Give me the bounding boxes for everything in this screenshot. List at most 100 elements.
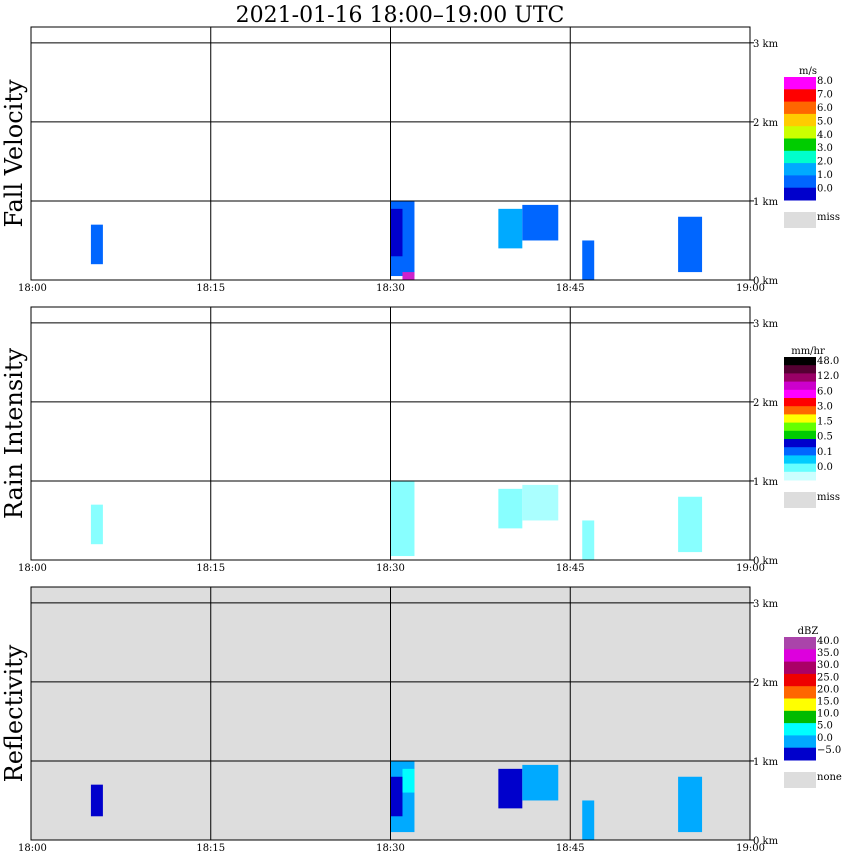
colorbar-swatch [784,365,816,374]
colorbar-label: 48.0 [817,356,839,367]
colorbar-unit: dBZ [798,626,819,637]
colorbar-swatch [784,398,816,407]
echo-cell [498,768,523,809]
colorbar-unit: m/s [799,66,817,77]
echo-cell [498,488,523,529]
colorbar-swatch [784,698,816,712]
time-tick-label: 18:45 [556,283,585,294]
alt-tick-label: 2 km [753,678,779,689]
alt-tick-label: 0 km [753,276,779,287]
time-tick-label: 18:00 [18,843,47,854]
colorbar-swatch [784,447,816,456]
colorbar-label: 0.5 [817,432,833,443]
echo-cell [522,484,559,521]
time-tick-label: 18:45 [556,563,585,574]
colorbar-label: 20.0 [817,684,839,695]
colorbar-label: 35.0 [817,648,839,659]
colorbar-swatch [784,406,816,415]
panel-ylabel: Fall Velocity [0,79,28,228]
colorbar-swatch [784,150,816,164]
time-tick-label: 18:00 [18,283,47,294]
echo-cell [678,216,703,273]
colorbar-swatch [784,673,816,687]
colorbar-missing-swatch [784,212,816,228]
colorbar-swatch [784,455,816,465]
alt-tick-label: 3 km [753,39,779,50]
echo-cell [90,504,103,545]
figure-title: 2021-01-16 18:00–19:00 UTC [236,3,565,28]
colorbar-swatch [784,163,816,176]
alt-tick-label: 0 km [753,836,779,847]
colorbar-swatch [784,422,816,432]
colorbar-swatch [784,710,816,724]
time-tick-label: 18:15 [196,283,225,294]
alt-tick-label: 2 km [753,398,779,409]
colorbar-label: 5.0 [817,116,833,127]
colorbar-label: −5.0 [817,745,841,756]
colorbar-label: 5.0 [817,721,833,732]
time-tick-label: 18:30 [376,283,405,294]
panel-ylabel: Reflectivity [0,644,28,782]
colorbar-label: 6.0 [817,386,833,397]
colorbar-label: 2.0 [817,157,833,168]
echo-cell [390,208,403,257]
colorbar-swatch [784,381,816,391]
time-tick-label: 19:00 [736,563,765,574]
time-tick-label: 19:00 [736,843,765,854]
colorbar-swatch [784,723,816,736]
plot-frame [30,306,751,561]
echo-cell [402,272,415,280]
colorbar-label: 10.0 [817,709,839,720]
alt-tick-label: 3 km [753,319,779,330]
colorbar-label: 3.0 [817,143,833,154]
echo-cell [90,784,103,817]
alt-tick-label: 1 km [753,757,779,768]
colorbar-swatch [784,101,816,115]
time-tick-label: 18:30 [376,843,405,854]
colorbar-label: 30.0 [817,660,839,671]
colorbar-label: 4.0 [817,130,833,141]
alt-tick-label: 1 km [753,197,779,208]
alt-tick-label: 0 km [753,556,779,567]
colorbar-label: 7.0 [817,89,833,100]
colorbar-swatch [784,471,816,481]
alt-tick-label: 1 km [753,477,779,488]
colorbar-unit: mm/hr [791,346,825,357]
colorbar-swatch [784,138,816,152]
plot-frame [30,26,751,281]
time-tick-label: 19:00 [736,283,765,294]
colorbar-label: 0.0 [817,462,833,473]
alt-tick-label: 2 km [753,118,779,129]
colorbar-label: 8.0 [817,76,833,87]
colorbar-swatch [784,357,816,366]
echo-cell [390,480,415,557]
colorbar-swatch [784,389,816,399]
plot-frame [30,586,751,841]
colorbar-swatch [784,373,816,383]
panel-ylabel: Rain Intensity [0,348,28,520]
colorbar-swatch [784,735,816,749]
echo-cell [498,208,523,249]
colorbar-swatch [784,463,816,473]
colorbar-missing-swatch [784,772,816,788]
colorbar-swatch [784,175,816,189]
colorbar-label: 0.1 [817,447,833,458]
colorbar-missing-label: miss [817,212,840,223]
colorbar-label: 1.0 [817,170,833,181]
colorbar-missing-label: miss [817,492,840,503]
echo-cell [678,776,703,833]
colorbar-missing-label: none [817,772,842,783]
colorbar-label: 6.0 [817,103,833,114]
colorbar-label: 0.0 [817,184,833,195]
colorbar-label: 15.0 [817,697,839,708]
echo-cell [582,520,595,560]
time-tick-label: 18:15 [196,563,225,574]
colorbar-swatch [784,661,816,675]
echo-cell [390,776,403,817]
colorbar-swatch [784,126,816,139]
colorbar-swatch [784,637,816,650]
echo-cell [522,764,559,801]
echo-cell [522,204,559,241]
echo-cell [402,768,415,793]
